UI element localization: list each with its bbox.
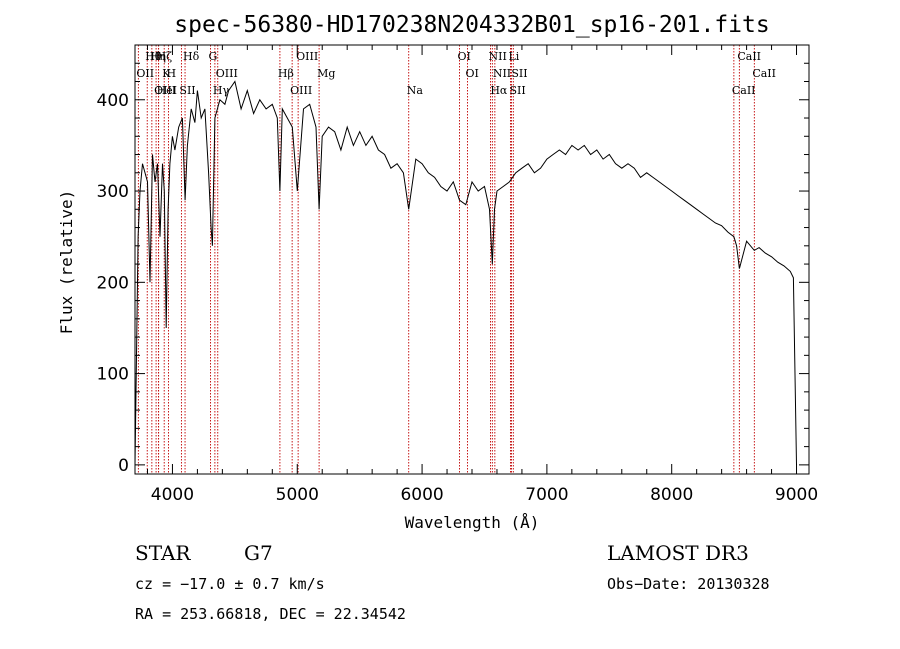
spectral-line-label: OII	[136, 67, 154, 80]
spectral-line-label: OIII	[154, 84, 176, 97]
y-tick-label: 0	[118, 456, 129, 476]
spectral-line-label: Hη	[150, 50, 166, 63]
survey-name: LAMOST DR3	[607, 541, 749, 565]
spectral-line-label: Hα	[490, 84, 508, 97]
spectral-line-label: H	[166, 67, 176, 80]
spectral-line-markers	[137, 45, 755, 474]
y-tick-label: 300	[97, 182, 129, 202]
spectral-line-label: K	[162, 67, 171, 80]
x-tick-label: 6000	[400, 485, 443, 505]
spectral-line-label: SII	[511, 67, 527, 80]
spectral-line-label: Hγ	[213, 84, 230, 97]
spectral-line-label: Hζ	[157, 50, 173, 63]
x-tick-label: 8000	[650, 485, 693, 505]
spectral-line-label: CaII	[732, 84, 756, 97]
plot-frame	[134, 44, 810, 475]
observation-date: Obs−Date: 20130328	[607, 575, 770, 593]
spectral-line-label: Na	[407, 84, 424, 97]
spectral-line-label: OIII	[290, 84, 312, 97]
spectral-line-label: Hθ	[145, 50, 162, 63]
spectral-line-label: CaII	[752, 67, 776, 80]
spectral-line-label: SII	[509, 84, 525, 97]
spectral-line-labels: HθOIIOIIIHηKHeIHζHSIIHδOIIIHγGHβOIIIOIII…	[136, 50, 776, 97]
spectral-line-label: G	[209, 50, 218, 63]
y-tick-label: 100	[97, 365, 129, 385]
x-tick-label: 7000	[525, 485, 568, 505]
y-tick-label: 200	[97, 273, 129, 293]
spectral-line-label: Hδ	[183, 50, 200, 63]
spectral-line-label: HeI	[157, 84, 177, 97]
spectral-line-label: Hβ	[278, 67, 294, 80]
x-axis-ticks: 4000 5000 6000 7000 8000 9000	[146, 45, 818, 505]
chart-title: spec-56380-HD170238N204332B01_sp16-201.f…	[174, 12, 769, 38]
y-axis-ticks: 0 100 200 300 400	[97, 62, 809, 476]
x-axis-label: Wavelength (Å)	[405, 513, 540, 532]
x-tick-label: 4000	[151, 485, 194, 505]
y-axis-label: Flux (relative)	[57, 190, 76, 335]
spectral-line-label: Mg	[317, 67, 335, 80]
spectral-line-label: OIII	[216, 67, 238, 80]
x-tick-label: 5000	[276, 485, 319, 505]
spectral-line-label: OI	[458, 50, 471, 63]
spectral-line-label: OI	[466, 67, 479, 80]
spectral-line-label: SII	[179, 84, 195, 97]
flux-series-line	[134, 80, 797, 465]
spectral-line-label: OIII	[296, 50, 318, 63]
coordinates-text: RA = 253.66818, DEC = 22.34542	[135, 605, 406, 623]
spectral-line-label: Li	[508, 50, 519, 63]
x-tick-label: 9000	[775, 485, 818, 505]
spectral-subclass: G7	[244, 541, 273, 565]
spectral-line-label: CaII	[737, 50, 761, 63]
redshift-text: cz = −17.0 ± 0.7 km/s	[135, 575, 325, 593]
spectral-line-label: NII	[488, 50, 506, 63]
object-class: STAR	[135, 541, 191, 565]
spectral-line-label: NII	[493, 67, 511, 80]
y-tick-label: 400	[97, 91, 129, 111]
